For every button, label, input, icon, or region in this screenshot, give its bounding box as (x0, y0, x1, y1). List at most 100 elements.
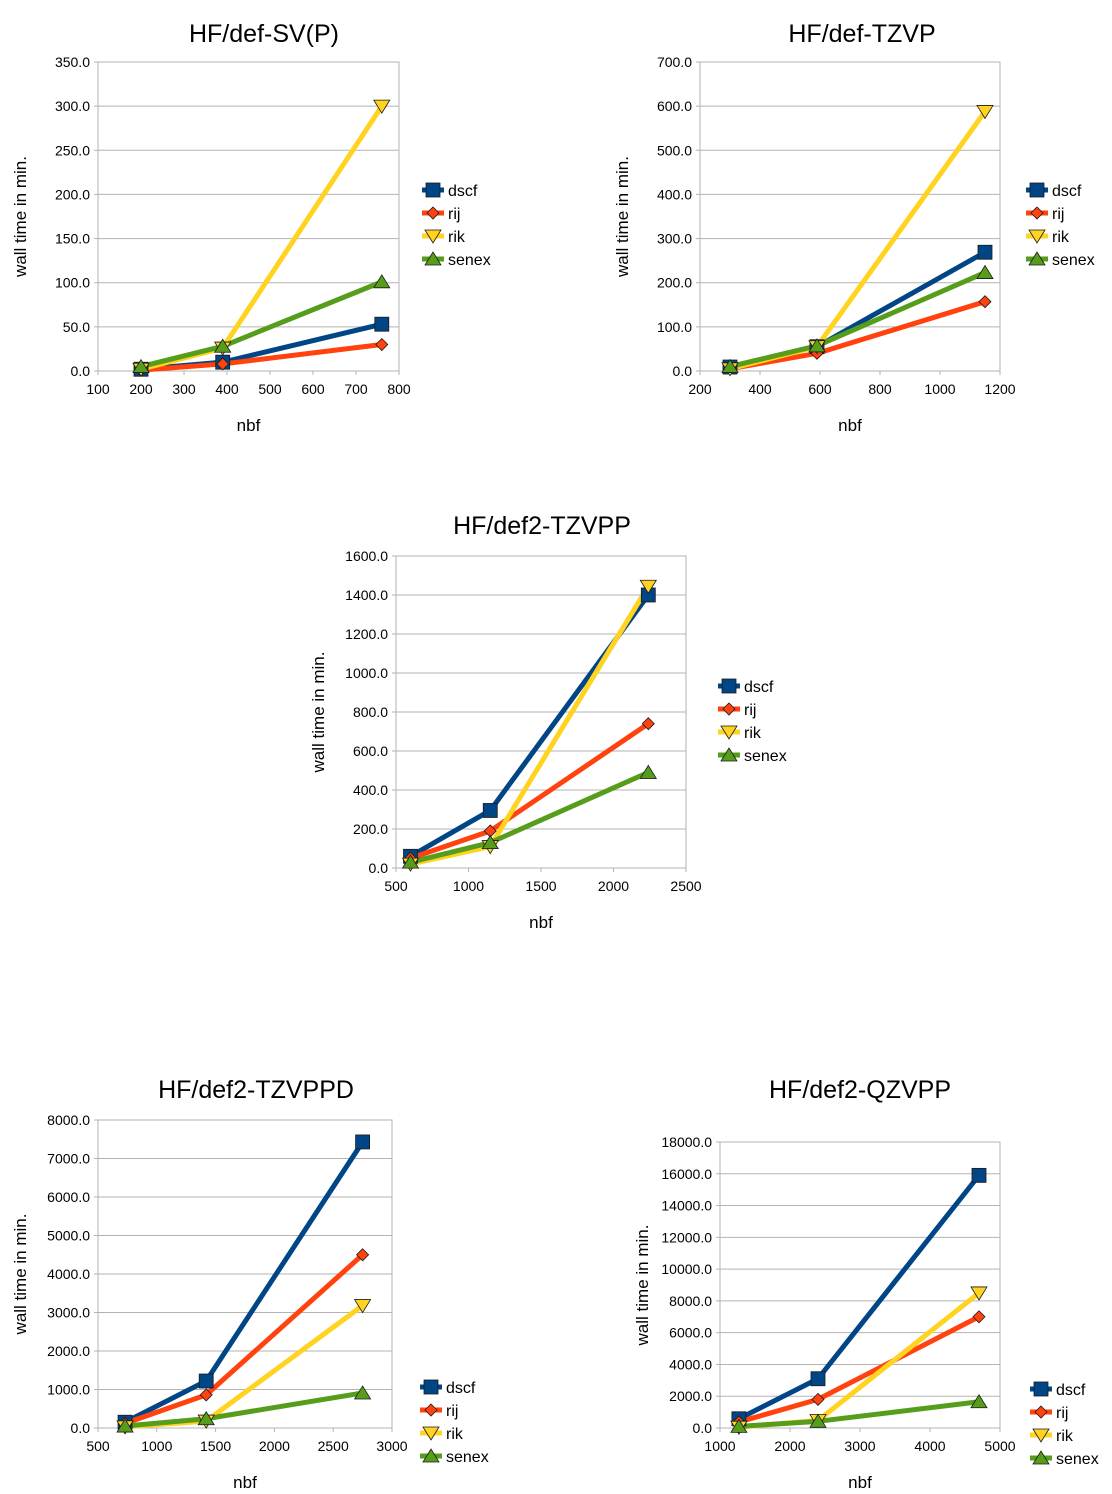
y-tick-label: 150.0 (55, 231, 90, 247)
y-tick-label: 3000.0 (47, 1305, 90, 1321)
x-tick-label: 2500 (318, 1438, 349, 1454)
legend-marker-rij (426, 206, 440, 220)
y-tick-label: 8000.0 (47, 1112, 90, 1128)
x-axis-label: nbf (233, 1473, 257, 1492)
x-axis-label: nbf (848, 1473, 872, 1492)
chart-2: HF/def2-TZVPP 0.0 200.0 400.0 600.0 800.0 1000… (309, 512, 787, 932)
x-axis-label: nbf (838, 416, 862, 435)
legend-label-rij: rij (1056, 1405, 1068, 1422)
legend-marker-dscf (1033, 1381, 1049, 1397)
point-dscf (198, 1373, 214, 1389)
y-axis-label: wall time in min. (11, 156, 30, 278)
point-rij (375, 337, 389, 352)
legend-marker-rik (1028, 229, 1046, 244)
legend-label-rij: rij (744, 702, 756, 719)
chart-title: HF/def2-TZVPPD (158, 1076, 354, 1104)
y-axis-label: wall time in min. (309, 652, 328, 774)
legend-label-senex: senex (446, 1449, 489, 1466)
y-tick-label: 1000.0 (47, 1382, 90, 1398)
y-tick-label: 1600.0 (345, 548, 388, 564)
y-tick-label: 600.0 (657, 98, 692, 114)
legend-label-senex: senex (1056, 1451, 1099, 1468)
point-rij (641, 717, 655, 731)
x-axis-label: nbf (237, 416, 261, 435)
legend-label-senex: senex (744, 748, 787, 765)
y-axis-label: wall time in min. (633, 1225, 652, 1347)
legend-label-rij: rij (446, 1403, 458, 1420)
plot-frame (97, 1119, 393, 1429)
x-tick-label: 5000 (984, 1438, 1015, 1454)
x-tick-label: 800 (387, 381, 411, 397)
legend-label-rij: rij (1052, 206, 1064, 223)
y-tick-label: 200.0 (657, 275, 692, 291)
point-rij (972, 1310, 986, 1324)
chart-3: HF/def2-TZVPPD 0.0 1000.0 2000.0 3000.0 4000.… (11, 1076, 489, 1492)
x-tick-label: 400 (215, 381, 239, 397)
legend-marker-senex (720, 747, 738, 762)
y-axis-label: wall time in min. (11, 1214, 30, 1336)
point-dscf (355, 1134, 371, 1150)
y-tick-label: 0.0 (71, 363, 91, 379)
point-rik (353, 1299, 372, 1314)
y-tick-label: 800.0 (353, 704, 388, 720)
x-tick-label: 1000 (141, 1438, 172, 1454)
point-rij (978, 295, 992, 309)
y-tick-label: 6000.0 (669, 1325, 712, 1341)
point-senex (808, 338, 826, 353)
point-rij (356, 1248, 370, 1262)
y-tick-label: 500.0 (657, 142, 692, 158)
x-tick-label: 3000 (376, 1438, 407, 1454)
y-tick-label: 8000.0 (669, 1293, 712, 1309)
y-tick-label: 300.0 (55, 98, 90, 114)
y-tick-label: 7000.0 (47, 1151, 90, 1167)
y-tick-label: 0.0 (673, 363, 693, 379)
y-tick-label: 350.0 (55, 54, 90, 70)
x-tick-label: 1000 (453, 878, 484, 894)
legend-marker-rik (1032, 1428, 1050, 1443)
point-rik (976, 105, 994, 120)
y-tick-label: 0.0 (71, 1420, 91, 1436)
y-tick-label: 1400.0 (345, 587, 388, 603)
y-tick-label: 6000.0 (47, 1189, 90, 1205)
legend-marker-rik (424, 229, 442, 244)
chart-1: HF/def-TZVP 0.0 100.0 200.0 300.0 400.0 500.0 6… (613, 20, 1095, 435)
y-tick-label: 4000.0 (669, 1356, 712, 1372)
x-tick-label: 300 (172, 381, 196, 397)
x-tick-label: 1000 (704, 1438, 735, 1454)
point-senex (197, 1410, 215, 1426)
series-line-dscf (737, 1173, 981, 1422)
legend: dscf rij rik senex (718, 678, 787, 765)
point-rij (199, 1388, 213, 1402)
point-senex (132, 358, 150, 373)
x-tick-label: 400 (748, 381, 772, 397)
y-tick-label: 700.0 (657, 54, 692, 70)
point-rij (811, 1392, 825, 1406)
legend-label-senex: senex (448, 252, 491, 269)
y-tick-label: 200.0 (353, 821, 388, 837)
x-tick-label: 3000 (844, 1438, 875, 1454)
point-rik (373, 99, 391, 114)
y-tick-label: 12000.0 (661, 1229, 712, 1245)
x-tick-label: 800 (868, 381, 892, 397)
chart-4: HF/def2-QZVPP 0.0 2000.0 4000.0 6000.0 8000.0… (633, 1076, 1099, 1492)
y-tick-label: 600.0 (353, 743, 388, 759)
legend-marker-senex (424, 251, 442, 266)
y-tick-label: 16000.0 (661, 1166, 712, 1182)
x-tick-label: 1500 (525, 878, 556, 894)
x-tick-label: 600 (301, 381, 325, 397)
y-tick-label: 2000.0 (47, 1343, 90, 1359)
y-tick-label: 250.0 (55, 142, 90, 158)
series-line-dscf (729, 250, 987, 370)
y-tick-label: 400.0 (657, 186, 692, 202)
point-senex (809, 1413, 827, 1428)
y-tick-label: 300.0 (657, 231, 692, 247)
legend-marker-rik (422, 1426, 440, 1441)
y-tick-label: 0.0 (369, 860, 389, 876)
plot-frame (699, 61, 1001, 372)
y-tick-label: 10000.0 (661, 1261, 712, 1277)
point-senex (976, 264, 994, 279)
x-tick-label: 2000 (774, 1438, 805, 1454)
x-tick-label: 2000 (259, 1438, 290, 1454)
x-tick-label: 500 (258, 381, 282, 397)
x-tick-label: 200 (129, 381, 153, 397)
